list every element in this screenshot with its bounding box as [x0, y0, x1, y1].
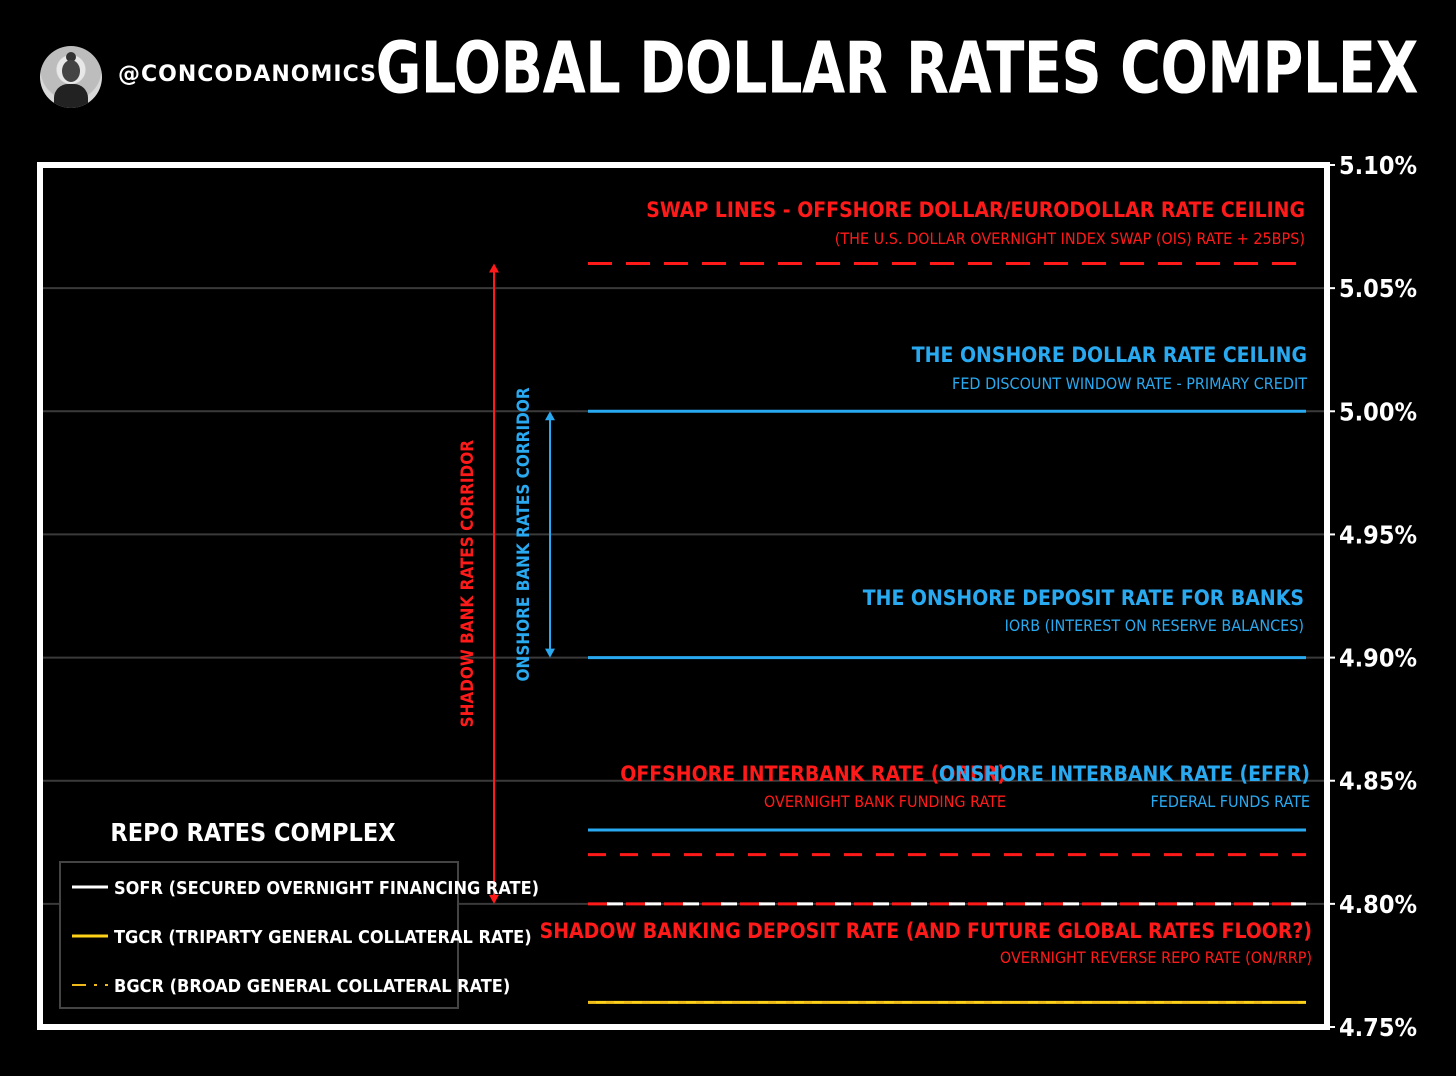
corridor-label: SHADOW BANK RATES CORRIDOR	[458, 440, 478, 728]
avatar	[40, 46, 102, 108]
onrrp-title: SHADOW BANKING DEPOSIT RATE (AND FUTURE …	[540, 919, 1312, 943]
corridor-arrowhead-up	[489, 263, 499, 273]
discount-title: THE ONSHORE DOLLAR RATE CEILING	[912, 343, 1307, 367]
chart-title: GLOBAL DOLLAR RATES COMPLEX	[375, 26, 1419, 110]
plot-frame	[37, 162, 1330, 1030]
legend-box	[59, 861, 459, 1009]
effr-subtitle: FEDERAL FUNDS RATE	[1150, 792, 1310, 811]
obfr-title: OFFSHORE INTERBANK RATE (OBFR)	[620, 762, 1006, 786]
y-tick-label: 5.10%	[1339, 151, 1417, 180]
corridor-arrowhead-up	[545, 411, 555, 421]
legend-label: TGCR (TRIPARTY GENERAL COLLATERAL RATE)	[114, 927, 532, 948]
corridor-arrowhead-down	[489, 894, 499, 904]
y-tick-label: 5.00%	[1339, 397, 1417, 426]
iorb-subtitle: IORB (INTEREST ON RESERVE BALANCES)	[1005, 616, 1304, 635]
avatar-body	[54, 84, 88, 108]
iorb-title: THE ONSHORE DEPOSIT RATE FOR BANKS	[863, 586, 1304, 610]
effr-title: ONSHORE INTERBANK RATE (EFFR)	[939, 762, 1310, 786]
y-tick-label: 4.80%	[1339, 890, 1417, 919]
y-tick-label: 5.05%	[1339, 274, 1417, 303]
swap-subtitle: (THE U.S. DOLLAR OVERNIGHT INDEX SWAP (O…	[835, 229, 1305, 248]
y-tick-label: 4.95%	[1339, 520, 1417, 549]
avatar-head	[62, 60, 80, 82]
y-tick-label: 4.75%	[1339, 1013, 1417, 1042]
discount-subtitle: FED DISCOUNT WINDOW RATE - PRIMARY CREDI…	[952, 374, 1307, 393]
obfr-subtitle: OVERNIGHT BANK FUNDING RATE	[764, 792, 1006, 811]
legend-title: REPO RATES COMPLEX	[110, 818, 395, 847]
avatar-bun	[66, 52, 76, 62]
y-tick-label: 4.85%	[1339, 767, 1417, 796]
corridor-arrowhead-down	[545, 648, 555, 658]
legend-label: BGCR (BROAD GENERAL COLLATERAL RATE)	[114, 976, 510, 997]
swap-title: SWAP LINES - OFFSHORE DOLLAR/EURODOLLAR …	[646, 198, 1305, 222]
y-tick-label: 4.90%	[1339, 644, 1417, 673]
corridor-label: ONSHORE BANK RATES CORRIDOR	[514, 387, 534, 681]
legend-label: SOFR (SECURED OVERNIGHT FINANCING RATE)	[114, 878, 539, 899]
onrrp-subtitle: OVERNIGHT REVERSE REPO RATE (ON/RRP)	[1000, 948, 1312, 967]
author-handle: @CONCODANOMICS	[118, 62, 377, 87]
